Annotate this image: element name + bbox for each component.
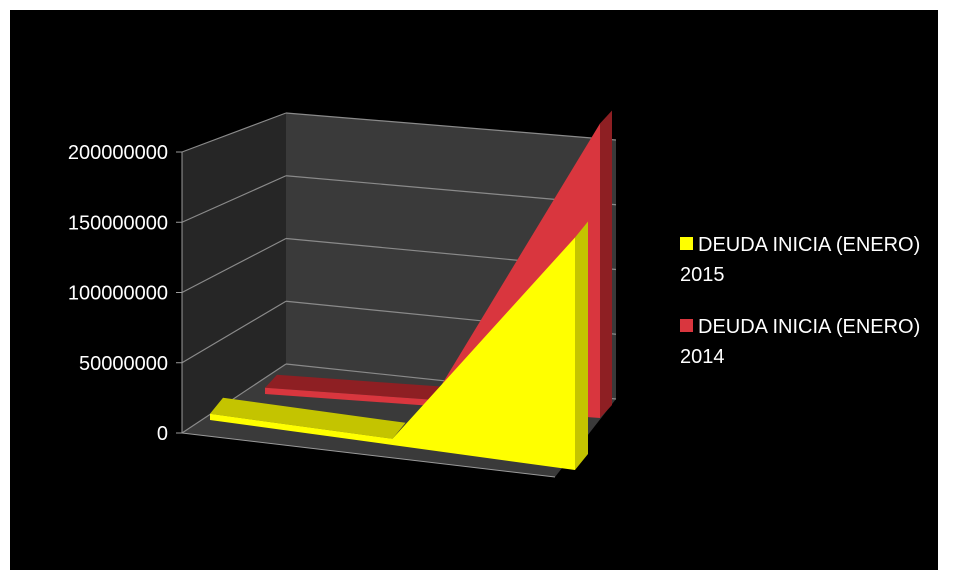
gridline-side bbox=[181, 237, 287, 294]
series-2014-top-face bbox=[265, 374, 445, 400]
legend-swatch-2014 bbox=[680, 319, 693, 332]
legend-item-2015: DEUDA INICIA (ENERO) 2015 bbox=[680, 230, 938, 290]
chart-slide: 0 50000000 100000000 150000000 200000000 DEU… bbox=[10, 10, 938, 570]
side-wall bbox=[182, 113, 286, 433]
gridline-back bbox=[285, 112, 617, 141]
series-2015-end-face bbox=[575, 221, 588, 470]
x-axis-line bbox=[181, 432, 556, 478]
gridline-side bbox=[181, 175, 287, 223]
legend-label-2014: DEUDA INICIA (ENERO) 2014 bbox=[680, 316, 921, 368]
gridline-side bbox=[181, 112, 287, 153]
legend-label-2015: DEUDA INICIA (ENERO) 2015 bbox=[680, 234, 921, 286]
y-tick-label: 100000000 bbox=[68, 283, 168, 305]
y-tick-label: 0 bbox=[157, 423, 168, 445]
gridline-side bbox=[181, 363, 287, 434]
series-2014-end-face bbox=[600, 110, 612, 418]
legend-swatch-2015 bbox=[680, 237, 693, 250]
area-chart-3d: 0 50000000 100000000 150000000 200000000 bbox=[68, 110, 617, 478]
series-2015-top-face bbox=[210, 397, 406, 439]
y-tick-label: 50000000 bbox=[79, 353, 168, 375]
gridline-side bbox=[181, 300, 287, 364]
legend-item-2014: DEUDA INICIA (ENERO) 2014 bbox=[680, 312, 938, 372]
y-tick-label: 200000000 bbox=[68, 142, 168, 164]
series-2015-area bbox=[210, 237, 575, 470]
y-tick-label: 150000000 bbox=[68, 212, 168, 234]
